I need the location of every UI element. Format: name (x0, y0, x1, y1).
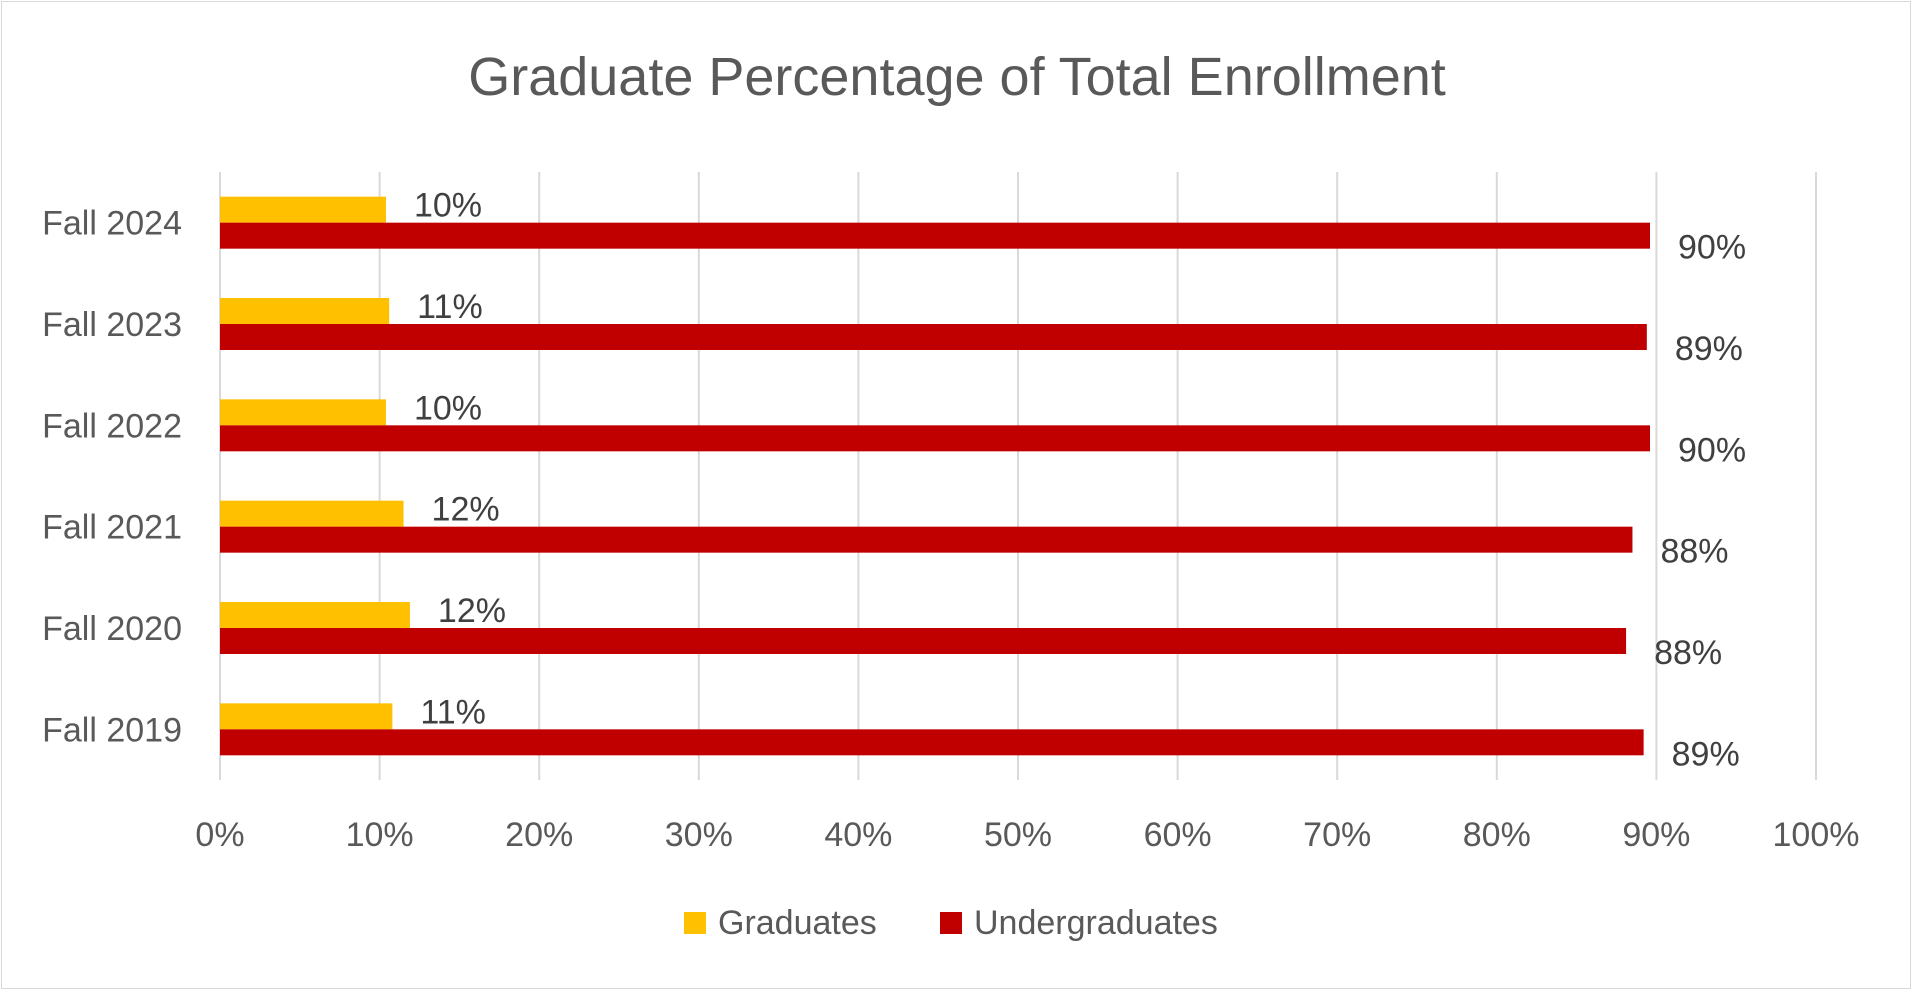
graduates-bar (220, 196, 386, 223)
undergraduates-data-label: 88% (1654, 634, 1722, 672)
x-tick-label: 40% (824, 816, 892, 854)
undergraduates-bar (220, 628, 1627, 654)
legend-swatch-graduates (684, 912, 706, 934)
undergraduates-data-label: 90% (1678, 229, 1746, 267)
undergraduates-data-label: 89% (1672, 735, 1740, 773)
undergraduates-data-label: 90% (1678, 431, 1746, 469)
undergraduates-bar (220, 222, 1651, 249)
data-labels: 10% 90% 11% 89% 10% 90% 12% 88% 12% 88% 11% 89% (414, 187, 1746, 774)
legend-swatch-undergraduates (940, 912, 962, 934)
graduates-bar (220, 602, 410, 628)
x-tick-label: 30% (665, 816, 733, 854)
value-axis: 0% 10% 20% 30% 40% 50% 60% 70% 80% 90% 100% (195, 816, 1859, 854)
graduates-bar (220, 703, 393, 730)
category-label: Fall 2020 (42, 610, 182, 648)
gridlines (219, 172, 1817, 780)
x-tick-label: 70% (1303, 816, 1371, 854)
category-label: Fall 2023 (42, 306, 182, 344)
undergraduates-data-label: 88% (1660, 533, 1728, 571)
x-tick-label: 50% (984, 816, 1052, 854)
bars (220, 196, 1651, 756)
graduates-bar (220, 500, 404, 527)
chart-title: Graduate Percentage of Total Enrollment (468, 47, 1446, 107)
x-tick-label: 20% (505, 816, 573, 854)
category-label: Fall 2019 (42, 711, 182, 749)
category-axis: Fall 2024 Fall 2023 Fall 2022 Fall 2021 Fall… (42, 205, 182, 750)
x-tick-label: 10% (346, 816, 414, 854)
graduates-data-label: 10% (414, 187, 482, 225)
graduates-bar (220, 298, 390, 324)
legend-label-undergraduates: Undergraduates (974, 904, 1218, 942)
graduates-data-label: 11% (420, 693, 486, 731)
x-tick-label: 100% (1773, 816, 1860, 854)
undergraduates-data-label: 89% (1675, 330, 1743, 368)
undergraduates-bar (220, 324, 1647, 350)
category-label: Fall 2021 (42, 509, 182, 547)
category-label: Fall 2024 (42, 205, 182, 243)
x-tick-label: 60% (1144, 816, 1212, 854)
legend: Graduates Undergraduates (684, 904, 1218, 942)
category-label: Fall 2022 (42, 407, 182, 445)
graduates-data-label: 12% (432, 491, 500, 529)
graduates-data-label: 10% (414, 389, 482, 427)
x-tick-label: 0% (195, 816, 244, 854)
graduates-data-label: 12% (438, 592, 506, 630)
graduates-data-label: 11% (417, 288, 483, 326)
undergraduates-bar (220, 729, 1644, 756)
graduates-bar (220, 399, 386, 426)
x-tick-label: 80% (1463, 816, 1531, 854)
undergraduates-bar (220, 526, 1633, 553)
undergraduates-bar (220, 425, 1651, 452)
legend-label-graduates: Graduates (718, 904, 877, 942)
x-tick-label: 90% (1622, 816, 1690, 854)
